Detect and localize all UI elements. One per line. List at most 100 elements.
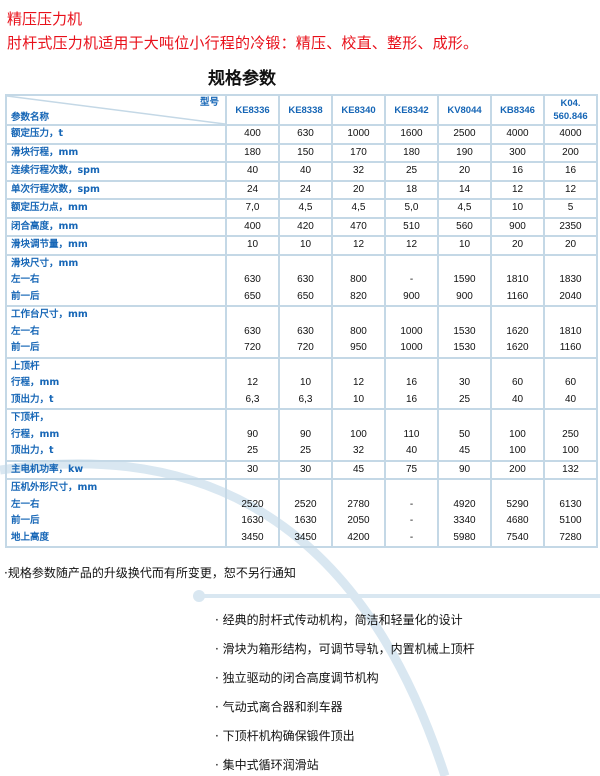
value-cell: 630 650 xyxy=(225,253,280,307)
value: 3450 xyxy=(241,531,264,543)
value: 40 xyxy=(511,393,524,405)
table-row: 下顶杆， 行程，mm 顶出力，t 90 25 90 25 100 32 110 40 50 45 100 1… xyxy=(5,408,598,462)
param-label-line: 额定压力，t xyxy=(11,128,64,139)
value: 190 xyxy=(456,146,473,158)
value: 150 xyxy=(297,146,314,158)
value: 1160 xyxy=(506,290,529,302)
value-cell: 400 xyxy=(225,216,280,237)
value: 30 xyxy=(299,463,312,475)
value: 12 xyxy=(405,239,418,250)
table-row: 主电机功率，kw 30 30 45 75 90 200 132 xyxy=(5,459,598,480)
param-label-line: 左一右 xyxy=(11,325,40,337)
value: 7540 xyxy=(506,531,529,543)
value-cell: 180 xyxy=(225,142,280,163)
spec-table: 型号 参数名称 KE8336 KE8338 KE8340 KE8342 KV8044 KB… xyxy=(5,94,598,548)
model-header: KV8044 xyxy=(437,94,492,126)
value-cell: - - - xyxy=(384,478,439,548)
value: 110 xyxy=(403,428,420,440)
value-cell: 560 xyxy=(437,216,492,237)
value: 12 xyxy=(564,183,577,195)
value: 2780 xyxy=(347,498,370,510)
value: 40 xyxy=(405,445,418,456)
value: 4000 xyxy=(559,128,582,139)
value-cell: 20 xyxy=(331,179,386,200)
value: 5,0 xyxy=(404,202,419,213)
table-row: 工作台尺寸，mm 左一右 前一后 630 720 630 720 800 950 1000 1000… xyxy=(5,305,598,359)
value: 5290 xyxy=(506,498,529,510)
value-cell: 630 650 xyxy=(278,253,333,307)
value: 2040 xyxy=(559,290,582,302)
value: 1620 xyxy=(506,325,529,337)
value: 90 xyxy=(458,463,471,475)
value-cell: 12 xyxy=(490,179,545,200)
value: 720 xyxy=(297,342,314,353)
value: 820 xyxy=(350,290,367,302)
param-label: 上顶杆 行程，mm 顶出力，t xyxy=(5,356,227,410)
value-cell: 630 720 xyxy=(278,305,333,359)
value-cell: 20 xyxy=(543,235,598,256)
value-cell: 40 xyxy=(278,161,333,182)
feature-text: 独立驱动的闭合高度调节机构 xyxy=(222,671,379,685)
value: 45 xyxy=(352,463,365,475)
value-cell: 100 100 xyxy=(490,408,545,462)
feature-text: 滑块为箱形结构，可调节导轨，内置机械上顶杆 xyxy=(222,642,475,656)
value: 25 xyxy=(246,445,259,456)
value-cell: 2780 2050 4200 xyxy=(331,478,386,548)
value-cell: 7,0 xyxy=(225,198,280,219)
param-label-line: 行程，mm xyxy=(11,428,60,440)
value-cell: 4,5 xyxy=(437,198,492,219)
table-row: 闭合高度，mm 400 420 470 510 560 900 2350 xyxy=(5,216,598,237)
value-cell: 5 xyxy=(543,198,598,219)
value: 800 xyxy=(350,274,367,285)
value: 1810 xyxy=(506,274,529,285)
value: 32 xyxy=(352,445,365,456)
value: 650 xyxy=(297,290,314,302)
value-cell: - 900 xyxy=(384,253,439,307)
value: 1530 xyxy=(453,325,476,337)
param-label: 单次行程次数，spm xyxy=(5,179,227,200)
value: 180 xyxy=(403,146,420,158)
value: 10 xyxy=(352,393,365,405)
value: 4200 xyxy=(347,531,370,543)
value-cell: 16 xyxy=(490,161,545,182)
param-label: 下顶杆， 行程，mm 顶出力，t xyxy=(5,408,227,462)
value-cell: 800 820 xyxy=(331,253,386,307)
value-cell: 180 xyxy=(384,142,439,163)
value: 400 xyxy=(244,128,261,139)
page-title: 精压压力机 xyxy=(7,10,83,28)
value: 25 xyxy=(458,393,471,405)
value-cell: 40 xyxy=(225,161,280,182)
value-cell: 18 xyxy=(384,179,439,200)
value: - xyxy=(409,498,414,510)
param-label: 连续行程次数，spm xyxy=(5,161,227,182)
value: 4,5 xyxy=(298,202,313,213)
value-cell: 190 xyxy=(437,142,492,163)
value-cell: 16 16 xyxy=(384,356,439,410)
value: 60 xyxy=(511,377,524,388)
table-row: 连续行程次数，spm 40 40 32 25 20 16 16 xyxy=(5,161,598,182)
value-cell: 14 xyxy=(437,179,492,200)
value-cell: 50 45 xyxy=(437,408,492,462)
value: 1830 xyxy=(559,274,582,285)
param-label-line: 下顶杆， xyxy=(11,412,50,423)
value: 200 xyxy=(562,146,579,158)
value: 14 xyxy=(458,183,471,195)
value-cell: 12 xyxy=(543,179,598,200)
value-cell: 90 xyxy=(437,459,492,480)
value-cell: 4000 xyxy=(490,124,545,145)
feature-item: · 独立驱动的闭合高度调节机构 xyxy=(215,670,475,699)
value: 720 xyxy=(244,342,261,353)
value: 60 xyxy=(564,377,577,388)
value: 4,5 xyxy=(457,202,472,213)
value: 25 xyxy=(299,445,312,456)
value-cell: 20 xyxy=(490,235,545,256)
value: 200 xyxy=(509,463,526,475)
value: 1810 xyxy=(559,325,582,337)
param-label-line: 滑块尺寸，mm xyxy=(11,257,79,269)
bullet-icon: · xyxy=(215,700,223,714)
value-cell: 1000 1000 xyxy=(384,305,439,359)
param-label-line: 上顶杆 xyxy=(11,360,40,372)
value-cell: 1600 xyxy=(384,124,439,145)
value: 3340 xyxy=(453,515,476,526)
param-label-line: 前一后 xyxy=(11,342,40,353)
